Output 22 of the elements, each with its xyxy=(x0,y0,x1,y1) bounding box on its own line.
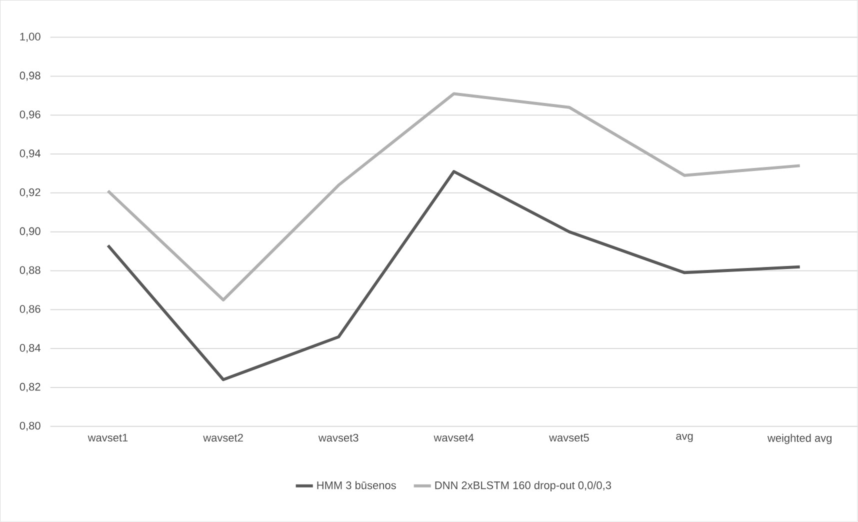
line-series xyxy=(106,92,802,302)
y-tick-label: 0,94 xyxy=(20,150,40,159)
y-tick-label: 0,86 xyxy=(20,305,40,314)
x-tick-label: wavset5 xyxy=(549,434,589,442)
x-tick-label: wavset1 xyxy=(88,434,128,442)
x-tick-label: wavset2 xyxy=(203,434,243,442)
legend-label: HMM 3 būsenos xyxy=(317,481,396,490)
y-tick-label: 0,96 xyxy=(20,110,40,120)
x-tick-label: weighted avg xyxy=(767,434,832,444)
y-tick-label: 1,00 xyxy=(20,32,40,42)
y-tick-label: 0,92 xyxy=(20,188,40,198)
y-tick-label: 0,88 xyxy=(20,266,40,276)
y-tick-label: 0,84 xyxy=(20,344,40,354)
y-tick-label: 0,90 xyxy=(20,227,40,236)
y-tick-label: 0,80 xyxy=(20,422,40,431)
x-tick-label: wavset4 xyxy=(434,434,474,442)
y-tick-label: 0,98 xyxy=(20,72,40,81)
x-tick-label: avg xyxy=(676,434,693,442)
legend-label: DNN 2xBLSTM 160 drop-out 0,0/0,3 xyxy=(435,481,612,492)
line-series xyxy=(106,170,802,382)
y-tick-label: 0,82 xyxy=(20,383,40,392)
x-tick-label: wavset3 xyxy=(318,434,358,442)
